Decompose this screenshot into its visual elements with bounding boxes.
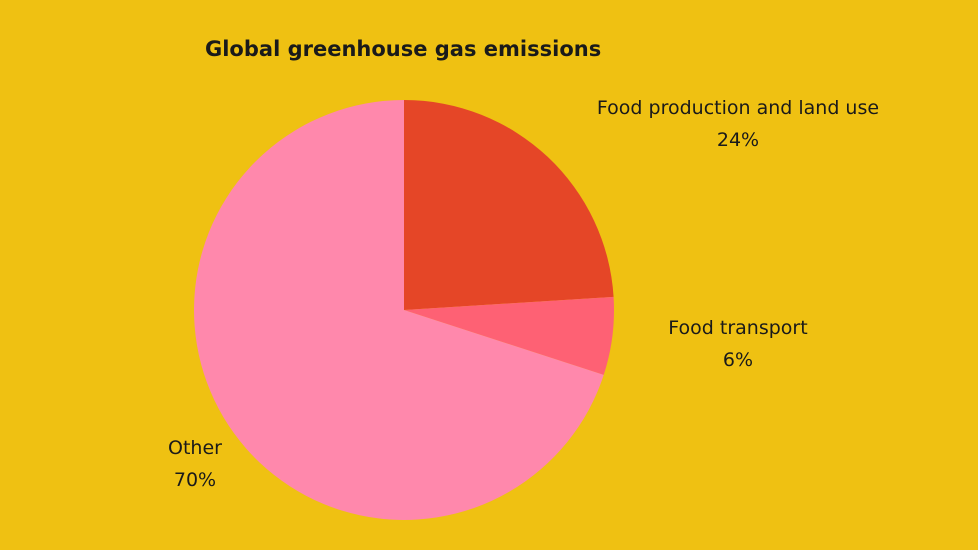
slice-label: Other <box>168 437 222 459</box>
chart-title: Global greenhouse gas emissions <box>205 37 601 61</box>
pie-labels: Food production and land use 24% Food tran… <box>168 97 879 491</box>
slice-label: Food transport <box>668 317 807 339</box>
slice-value-label: 24% <box>717 129 759 151</box>
pie-slice-food-production-and-land-use <box>404 100 614 310</box>
slice-label: Food production and land use <box>597 97 879 119</box>
pie-slice-food-transport <box>404 296 615 375</box>
pie-slice-other <box>193 100 604 520</box>
pie-slices <box>193 100 615 520</box>
slice-value-label: 70% <box>174 469 216 491</box>
slice-value-label: 6% <box>723 349 753 371</box>
